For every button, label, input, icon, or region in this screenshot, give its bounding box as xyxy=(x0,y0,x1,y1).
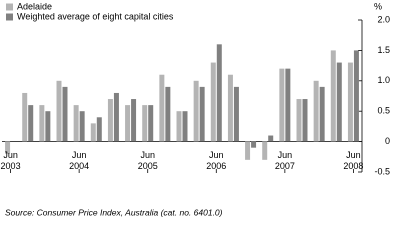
y-tick-label: 0.5 xyxy=(377,106,390,116)
bar xyxy=(285,68,291,142)
bar xyxy=(353,50,359,142)
bar xyxy=(182,111,188,142)
y-axis-unit: % xyxy=(374,1,382,11)
bar xyxy=(268,135,274,142)
bar xyxy=(313,80,319,142)
bar xyxy=(22,92,28,142)
bar xyxy=(336,62,342,142)
x-tick-label: Jun 2007 xyxy=(275,150,295,171)
bar xyxy=(73,105,79,142)
x-tick-label: Jun 2008 xyxy=(343,150,363,171)
y-tick-label: -0.5 xyxy=(374,166,390,176)
bar xyxy=(319,86,325,142)
bar xyxy=(45,111,51,142)
bar xyxy=(131,99,137,142)
bar xyxy=(148,105,154,142)
legend-swatch xyxy=(6,3,13,11)
bar xyxy=(302,99,308,142)
bar xyxy=(62,86,68,142)
x-tick-label: Jun 2005 xyxy=(138,150,158,171)
bar xyxy=(96,117,102,142)
bar xyxy=(193,80,199,142)
bar xyxy=(107,99,113,142)
bar xyxy=(216,44,222,142)
x-tick-label: Jun 2006 xyxy=(206,150,226,171)
bar xyxy=(56,80,62,142)
bar xyxy=(330,50,336,142)
bar xyxy=(296,99,302,142)
y-tick-label: 0 xyxy=(385,136,390,146)
y-tick-label: 2.0 xyxy=(377,14,390,24)
chart: % Source: Consumer Price Index, Australi… xyxy=(1,1,390,217)
source-note: Source: Consumer Price Index, Australia … xyxy=(5,207,223,217)
y-tick-label: 1.5 xyxy=(377,45,390,55)
legend-label: Weighted average of eight capital cities xyxy=(17,11,174,21)
y-tick-label: 1.0 xyxy=(377,75,390,85)
bar xyxy=(90,123,96,142)
bar xyxy=(279,68,285,142)
bar xyxy=(210,62,216,142)
bar xyxy=(113,92,119,142)
bar xyxy=(79,111,85,142)
bar xyxy=(251,141,257,148)
bar xyxy=(233,86,239,142)
bar xyxy=(125,105,131,142)
x-tick-label: Jun 2004 xyxy=(69,150,89,171)
bar xyxy=(176,111,182,142)
page: % Source: Consumer Price Index, Australi… xyxy=(0,1,390,218)
legend-label: Adelaide xyxy=(17,1,52,11)
bar xyxy=(199,86,205,142)
bar xyxy=(142,105,148,142)
bar xyxy=(39,105,45,142)
bar xyxy=(227,74,233,142)
bar xyxy=(165,86,171,142)
x-tick-label: Jun 2003 xyxy=(1,150,21,171)
bar xyxy=(5,141,11,154)
bar xyxy=(245,141,251,160)
legend-swatch xyxy=(6,13,13,21)
bar xyxy=(28,105,34,142)
bar xyxy=(347,62,353,142)
bar xyxy=(262,141,268,160)
bar xyxy=(159,74,165,142)
